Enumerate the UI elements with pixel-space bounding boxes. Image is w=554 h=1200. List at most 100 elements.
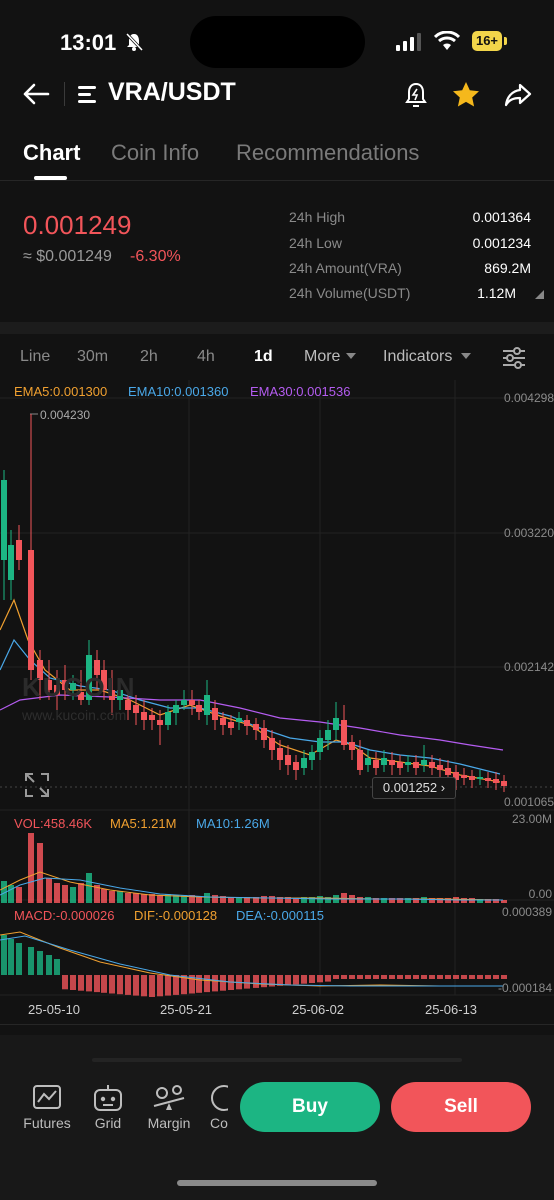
macd-bar xyxy=(421,975,427,979)
price-alert-bell-icon[interactable] xyxy=(404,82,428,108)
convert-icon[interactable] xyxy=(210,1084,230,1112)
candle-body xyxy=(397,762,403,768)
macd-bar xyxy=(253,975,259,988)
tab-recommendations[interactable]: Recommendations xyxy=(236,140,420,165)
stat-value-low: 0.001234 xyxy=(472,235,531,251)
usd-price: ≈ $0.001249 xyxy=(23,248,112,265)
battery-tip xyxy=(504,37,507,45)
back-arrow-icon[interactable] xyxy=(22,82,50,106)
candle-body xyxy=(228,722,234,728)
volume-bar xyxy=(477,899,483,903)
candle-body xyxy=(244,720,250,726)
candle-body xyxy=(445,768,451,775)
macd-bar xyxy=(261,975,267,988)
buy-button[interactable]: Buy xyxy=(240,1082,380,1132)
grid-bot-icon[interactable] xyxy=(92,1084,124,1112)
candle-body xyxy=(389,760,395,765)
ema30-line xyxy=(0,694,504,751)
indicators-button[interactable]: Indicators xyxy=(383,348,453,365)
mute-bell-icon xyxy=(125,32,144,52)
header xyxy=(0,70,554,118)
candle-body xyxy=(37,660,43,680)
header-divider xyxy=(64,82,65,106)
volume-bar xyxy=(437,898,443,903)
volume-bar xyxy=(461,898,467,903)
section-gap xyxy=(0,322,554,334)
volume-bar xyxy=(125,893,131,903)
price-change: -6.30% xyxy=(130,248,181,265)
volume-bar xyxy=(309,897,315,903)
nav-convert-label[interactable]: Co xyxy=(210,1115,228,1131)
stat-value-volume: 1.12M xyxy=(477,285,516,301)
tab-chart[interactable]: Chart xyxy=(23,140,81,165)
macd-bar xyxy=(244,975,250,989)
macd-bar xyxy=(157,975,163,997)
macd-bar xyxy=(285,975,291,986)
candle-body xyxy=(341,720,347,745)
volume-bar xyxy=(413,898,419,903)
macd-bar xyxy=(189,975,195,994)
candle-body xyxy=(325,730,331,740)
volume-bar xyxy=(189,895,195,903)
macd-bar xyxy=(125,975,131,995)
macd-bar xyxy=(373,975,379,979)
tab-active-indicator xyxy=(34,176,67,180)
candle-body xyxy=(28,550,34,670)
interval-2h[interactable]: 2h xyxy=(140,348,158,365)
interval-1d[interactable]: 1d xyxy=(254,348,273,365)
macd-histogram xyxy=(0,931,507,997)
volume-bar xyxy=(397,898,403,903)
nav-futures-label[interactable]: Futures xyxy=(23,1115,71,1131)
volume-bar xyxy=(445,898,451,903)
vol-ma10-label: MA10:1.26M xyxy=(196,816,270,831)
volume-bar xyxy=(70,887,76,903)
tab-coin-info[interactable]: Coin Info xyxy=(111,140,200,165)
macd-bar xyxy=(293,975,299,985)
fullscreen-icon[interactable] xyxy=(24,772,50,798)
candle-body xyxy=(78,692,84,700)
chart-settings-icon[interactable] xyxy=(502,347,526,369)
stat-value-high: 0.001364 xyxy=(472,209,531,225)
volume-bar xyxy=(325,897,331,903)
futures-icon[interactable] xyxy=(32,1084,62,1112)
kline-chart[interactable] xyxy=(0,380,554,1020)
volume-bar xyxy=(1,881,7,903)
interval-30m[interactable]: 30m xyxy=(77,348,109,365)
interval-more[interactable]: More xyxy=(304,348,341,365)
ema30-label: EMA30:0.001536 xyxy=(250,384,351,399)
status-bar: 13:01 16+ xyxy=(0,0,554,70)
home-indicator xyxy=(177,1180,377,1186)
interval-4h[interactable]: 4h xyxy=(197,348,215,365)
interval-line[interactable]: Line xyxy=(20,348,51,365)
sell-button[interactable]: Sell xyxy=(391,1082,531,1132)
macd-bar xyxy=(461,975,467,979)
margin-icon[interactable] xyxy=(152,1084,186,1112)
favorite-star-icon[interactable] xyxy=(452,81,480,108)
nav-margin-label[interactable]: Margin xyxy=(147,1115,191,1131)
volume-bar xyxy=(501,900,507,903)
macd-bar xyxy=(357,975,363,979)
candle-body xyxy=(46,680,52,690)
volume-bar xyxy=(317,896,323,903)
share-icon[interactable] xyxy=(504,82,532,108)
candle-body xyxy=(357,750,363,770)
candle-body xyxy=(94,660,100,675)
indicators-dropdown-icon xyxy=(461,353,471,359)
macd-bar xyxy=(204,975,210,993)
date-label: 25-06-13 xyxy=(425,1002,478,1017)
watermark-url: www.kucoin.com xyxy=(22,707,127,723)
candle-body xyxy=(493,779,499,783)
nav-grid-label[interactable]: Grid xyxy=(94,1115,122,1131)
volume-bar xyxy=(261,896,267,903)
macd-bar xyxy=(173,975,179,995)
last-price-tag-value: 0.001252 xyxy=(382,780,438,795)
volume-bar xyxy=(16,887,22,903)
pair-title[interactable]: VRA/USDT xyxy=(108,78,236,106)
menu-icon[interactable] xyxy=(78,84,100,104)
volume-bar xyxy=(196,896,202,903)
volume-bar xyxy=(277,897,283,903)
last-price-tag[interactable]: 0.001252 › xyxy=(372,777,456,799)
volume-bar xyxy=(228,897,234,903)
wifi-icon xyxy=(434,31,460,50)
candle-body xyxy=(421,760,427,765)
